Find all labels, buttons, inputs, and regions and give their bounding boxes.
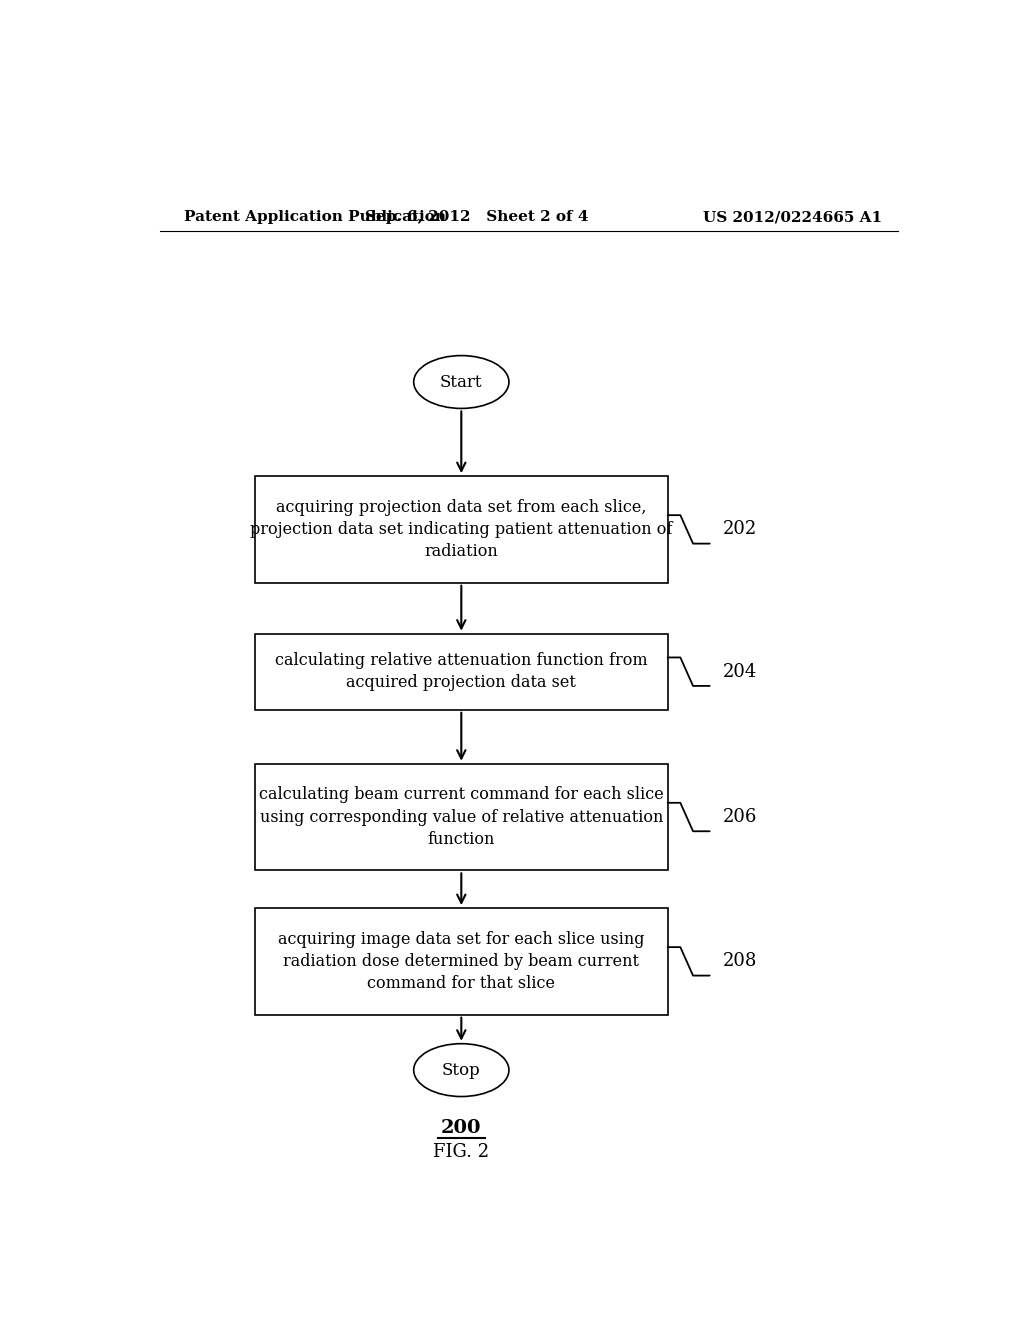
Text: acquiring image data set for each slice using
radiation dose determined by beam : acquiring image data set for each slice …: [279, 931, 644, 993]
Text: FIG. 2: FIG. 2: [433, 1143, 489, 1162]
FancyBboxPatch shape: [255, 764, 668, 870]
Text: Patent Application Publication: Patent Application Publication: [183, 210, 445, 224]
Text: acquiring projection data set from each slice,
projection data set indicating pa: acquiring projection data set from each …: [250, 499, 673, 560]
Text: 200: 200: [441, 1119, 481, 1137]
Ellipse shape: [414, 355, 509, 408]
Text: 204: 204: [723, 663, 758, 681]
Text: 208: 208: [723, 952, 758, 970]
Text: calculating beam current command for each slice
using corresponding value of rel: calculating beam current command for eac…: [259, 787, 664, 847]
Ellipse shape: [414, 1044, 509, 1097]
Text: 206: 206: [723, 808, 758, 826]
Text: Start: Start: [440, 374, 482, 391]
Text: Stop: Stop: [442, 1061, 480, 1078]
Text: calculating relative attenuation function from
acquired projection data set: calculating relative attenuation functio…: [275, 652, 647, 692]
FancyBboxPatch shape: [255, 908, 668, 1015]
Text: 202: 202: [723, 520, 758, 539]
FancyBboxPatch shape: [255, 634, 668, 710]
FancyBboxPatch shape: [255, 477, 668, 582]
Text: Sep. 6, 2012   Sheet 2 of 4: Sep. 6, 2012 Sheet 2 of 4: [366, 210, 589, 224]
Text: US 2012/0224665 A1: US 2012/0224665 A1: [702, 210, 882, 224]
